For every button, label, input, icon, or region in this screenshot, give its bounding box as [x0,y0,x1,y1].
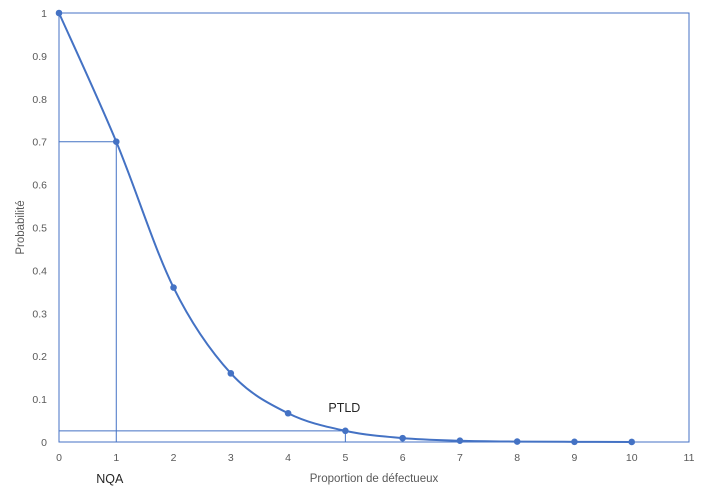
data-point-10 [628,438,636,446]
y-tick-label: 0.8 [32,94,47,106]
y-tick-label: 0.4 [32,265,47,277]
data-point-1 [112,138,120,145]
y-tick-label: 0.7 [32,137,47,149]
annotation-ptld: PTLD [328,401,360,415]
data-point-0 [55,9,63,17]
x-tick-label: 10 [626,452,638,464]
data-point-7 [456,437,464,445]
y-tick-label: 0.2 [32,351,47,363]
y-tick-label: 0 [41,437,47,449]
data-point-4 [284,409,292,417]
y-axis-ticks: 0 0.1 0.2 0.3 0.4 0.5 0.6 0.7 0.8 0.9 1 [32,8,47,449]
data-point-2 [170,284,177,291]
x-tick-label: 0 [56,452,62,464]
y-tick-label: 0.1 [32,394,47,406]
y-tick-label: 0.5 [32,223,47,235]
annotation-nqa: NQA [96,472,124,486]
x-tick-label: 4 [285,452,291,464]
data-points [55,9,636,446]
reference-lines [59,141,346,442]
data-point-5 [342,427,349,435]
data-point-8 [513,438,521,445]
x-tick-label: 5 [342,452,348,464]
x-axis-ticks: 0 1 2 3 4 5 6 7 8 9 10 11 [56,452,695,464]
x-tick-label: 6 [400,452,406,464]
x-tick-label: 3 [228,452,234,464]
data-point-9 [571,438,578,446]
x-tick-label: 11 [684,452,695,464]
y-tick-label: 0.9 [32,51,47,63]
x-tick-label: 7 [457,452,463,464]
data-point-6 [399,434,406,442]
y-axis-title: Probabilité [15,200,27,254]
x-axis-title: Proportion de défectueux [310,473,439,485]
x-tick-label: 9 [572,452,578,464]
x-tick-label: 8 [514,452,520,464]
series-line [58,12,632,443]
data-point-3 [227,370,235,377]
y-tick-label: 0.6 [32,180,47,192]
plot-frame [58,12,690,443]
x-tick-label: 1 [113,452,119,464]
y-tick-label: 0.3 [32,308,47,320]
x-tick-label: 2 [171,452,177,464]
y-tick-label: 1 [41,8,47,20]
